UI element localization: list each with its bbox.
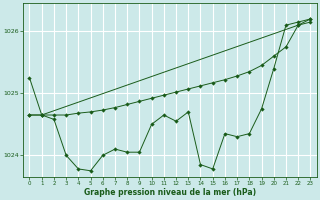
X-axis label: Graphe pression niveau de la mer (hPa): Graphe pression niveau de la mer (hPa) [84, 188, 256, 197]
